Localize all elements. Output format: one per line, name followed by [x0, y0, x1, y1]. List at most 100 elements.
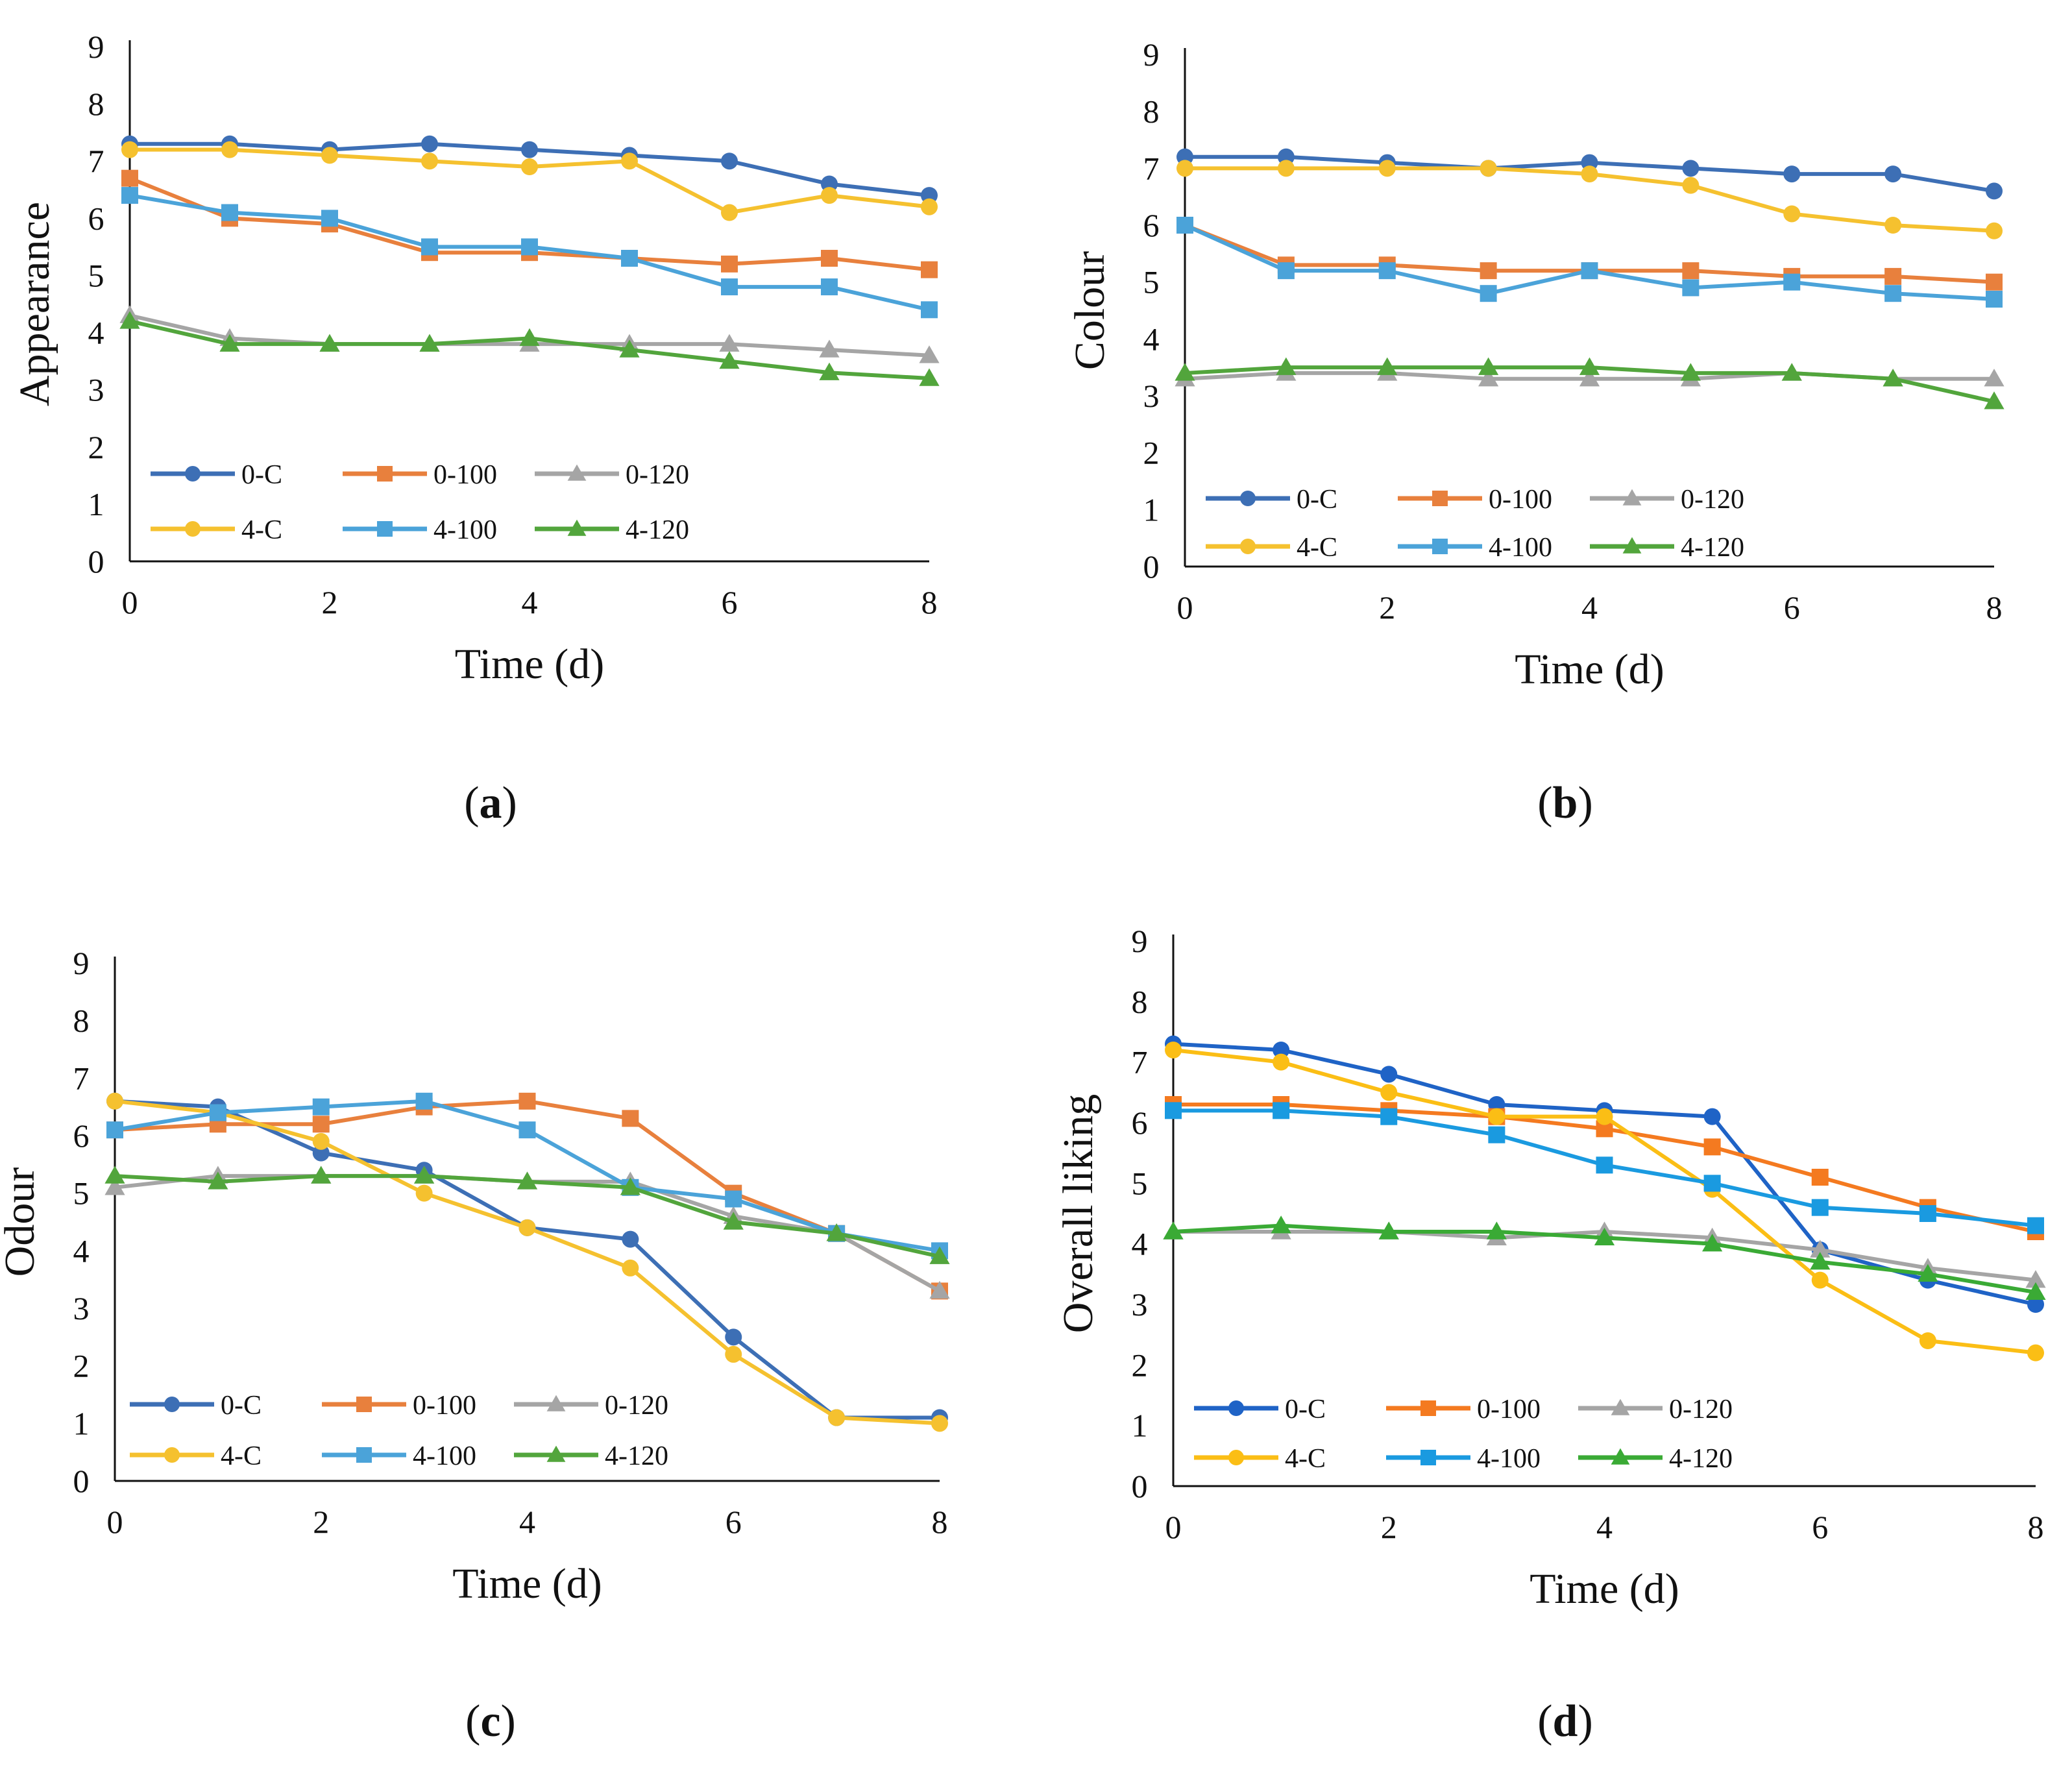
data-point-4-100: [518, 1121, 536, 1139]
data-point-4-120: [414, 1166, 435, 1184]
data-point-4-100: [1165, 1102, 1182, 1119]
y-tick-label: 0: [1143, 548, 1160, 585]
x-tick-label: 8: [921, 584, 938, 620]
y-tick-label: 9: [1143, 36, 1160, 73]
data-point-0-120: [1579, 369, 1600, 387]
legend-label-4-100: 4-100: [433, 515, 497, 545]
data-point-4-c: [1919, 1332, 1936, 1349]
data-point-4-c: [106, 1092, 123, 1110]
legend-marker-4-100: [377, 521, 393, 537]
y-tick-label: 7: [88, 143, 104, 179]
data-point-0-100: [518, 1092, 536, 1110]
legend-marker-0-100: [1432, 491, 1448, 506]
data-point-0-100: [121, 169, 138, 187]
data-point-4-c: [721, 204, 738, 221]
data-point-4-100: [725, 1190, 742, 1208]
legend-marker-0-120: [546, 1395, 566, 1411]
y-tick-label: 7: [73, 1060, 90, 1096]
y-tick-label: 9: [73, 945, 90, 981]
data-point-4-c: [921, 198, 938, 215]
data-point-4-120: [1579, 357, 1600, 375]
data-point-4-120: [1883, 369, 1903, 387]
x-tick-label: 6: [722, 584, 738, 620]
data-point-0-100: [1682, 262, 1700, 280]
legend-marker-0-c: [164, 1397, 180, 1412]
data-point-4-c: [2027, 1344, 2044, 1362]
data-point-4-c: [221, 141, 238, 158]
data-point-4-c: [1273, 1053, 1290, 1071]
chart-panel-c: 0 1 2 3 4 5 6 7 8 9 0 2 4 6 8 Time (d) Odour 0-C 0-100 0-12…: [0, 945, 950, 1607]
data-point-4-c: [521, 158, 538, 176]
data-point-0-c: [1703, 1108, 1721, 1125]
legend-label-0-120: 0-120: [605, 1391, 668, 1421]
y-tick-label: 9: [88, 29, 104, 65]
panel-label-d: (d): [1537, 1696, 1593, 1746]
panel-label-c: (c): [465, 1696, 516, 1746]
y-tick-label: 0: [88, 543, 104, 580]
data-point-4-c: [1811, 1271, 1829, 1289]
legend-label-0-120: 0-120: [1669, 1395, 1733, 1424]
data-point-4-100: [106, 1121, 123, 1139]
data-point-4-120: [319, 334, 340, 352]
data-point-0-c: [1273, 1042, 1290, 1058]
data-point-4-120: [1781, 363, 1802, 381]
legend-label-0-120: 0-120: [626, 460, 689, 490]
data-point-4-c: [1682, 177, 1700, 194]
data-point-4-120: [1984, 391, 2005, 409]
data-point-0-120: [719, 334, 740, 352]
legend-marker-4-c: [1228, 1450, 1244, 1465]
data-point-4-100: [415, 1092, 433, 1110]
series-line-4-c: [113, 1099, 942, 1426]
data-point-4-120: [929, 1246, 950, 1264]
legend-label-4-100: 4-100: [413, 1441, 476, 1471]
y-tick-label: 8: [1132, 983, 1148, 1020]
y-tick-label: 5: [1132, 1165, 1148, 1201]
data-point-4-120: [1680, 363, 1701, 381]
x-axis-title: Time (d): [1515, 646, 1664, 693]
x-tick-label: 4: [1596, 1509, 1613, 1545]
data-point-4-100: [421, 238, 438, 256]
data-point-4-120: [1810, 1252, 1831, 1270]
legend-marker-0-120: [567, 464, 587, 481]
data-point-4-120: [723, 1212, 744, 1230]
data-point-4-100: [621, 250, 638, 267]
data-point-4-100: [1176, 217, 1193, 234]
y-tick-label: 3: [88, 372, 104, 408]
legend-marker-0-120: [1611, 1398, 1630, 1415]
data-point-4-100: [1986, 290, 2003, 308]
legend-marker-0-c: [1228, 1400, 1244, 1416]
data-point-4-c: [321, 147, 338, 164]
legend-label-4-c: 4-C: [1297, 533, 1337, 563]
data-point-4-100: [1277, 262, 1295, 280]
data-point-4-120: [1702, 1234, 1723, 1252]
data-point-4-100: [1682, 279, 1700, 297]
data-point-0-100: [821, 250, 838, 267]
data-point-4-120: [719, 351, 740, 369]
data-point-4-100: [921, 301, 938, 319]
legend-label-0-100: 0-100: [1477, 1395, 1541, 1424]
x-tick-label: 4: [522, 584, 538, 620]
data-point-0-120: [104, 1177, 125, 1195]
data-point-0-100: [721, 255, 738, 273]
legend-marker-4-100: [1420, 1450, 1436, 1465]
legend-marker-4-c: [164, 1447, 180, 1463]
data-point-4-120: [1478, 357, 1499, 375]
data-point-4-100: [1783, 273, 1801, 291]
y-tick-label: 2: [73, 1348, 90, 1384]
chart-panel-b: 0 1 2 3 4 5 6 7 8 9 0 2 4 6 8 Time (d) Colour 0-C 0-100 0-1…: [1066, 36, 2005, 693]
data-point-4-100: [521, 238, 538, 256]
data-point-4-c: [1783, 205, 1801, 223]
data-point-4-c: [312, 1132, 330, 1150]
series-line-4-100: [1183, 223, 1996, 301]
data-point-0-c: [622, 1230, 639, 1248]
legend-marker-0-120: [1622, 489, 1642, 506]
legend-marker-4-100: [1432, 539, 1448, 554]
y-tick-label: 3: [1143, 378, 1160, 414]
data-point-4-120: [419, 334, 440, 352]
data-point-4-c: [421, 153, 438, 170]
chart-panel-a: 0 1 2 3 4 5 6 7 8 9 0 2 4 6 8 Time (d) Appearance 0-C 0-10…: [11, 29, 940, 688]
data-point-4-120: [119, 311, 140, 329]
y-tick-label: 1: [88, 486, 104, 522]
data-point-0-c: [1380, 1066, 1398, 1083]
data-point-4-c: [621, 153, 638, 170]
